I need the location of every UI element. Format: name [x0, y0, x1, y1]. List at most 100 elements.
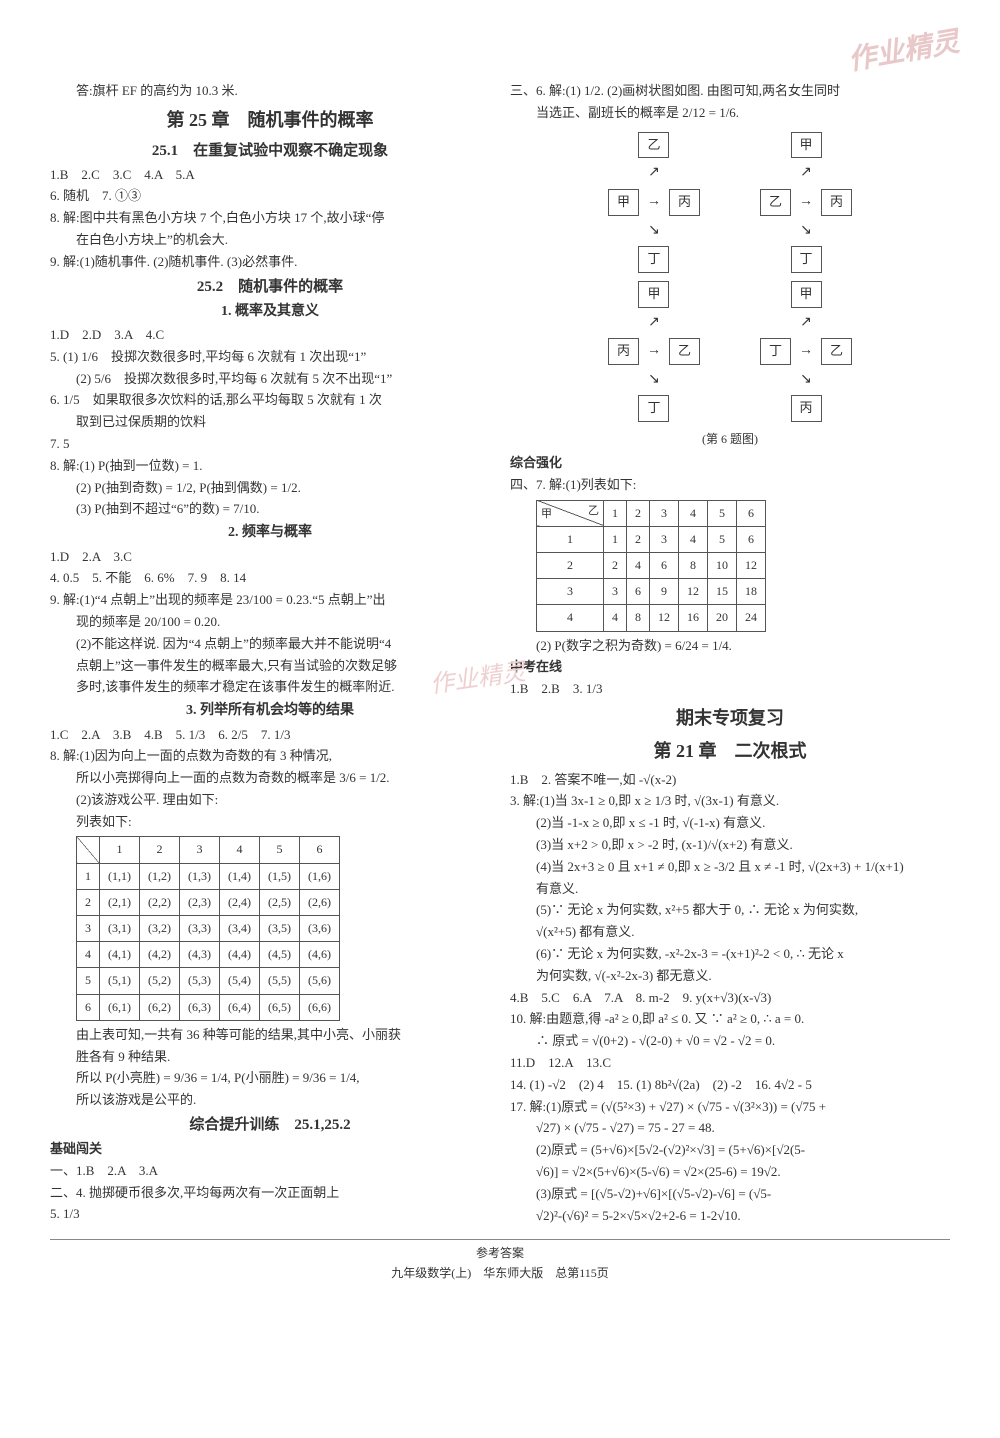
- tree-node: 甲: [791, 281, 822, 308]
- text-line: 17. 解:(1)原式 = (√(5²×3) + √27) × (√75 - √…: [510, 1097, 950, 1118]
- table-cell: 3: [604, 579, 627, 605]
- two-column-layout: 答:旗杆 EF 的高约为 10.3 米. 第 25 章 随机事件的概率 25.1…: [50, 80, 950, 1227]
- text-line: √2)²-(√6)² = 5-2×√5×√2+2-6 = 1-2√10.: [510, 1206, 950, 1227]
- answer-line: 11.D 12.A 13.C: [510, 1053, 950, 1074]
- page-footer: 参考答案 九年级数学(上) 华东师大版 总第115页: [50, 1239, 950, 1282]
- footer-title: 参考答案: [50, 1244, 950, 1263]
- table-cell: 12: [650, 605, 679, 631]
- table-header-cell: 4: [679, 500, 708, 526]
- table-cell: 2: [77, 889, 100, 915]
- text-line: (6)∵ 无论 x 为何实数, -x²-2x-3 = -(x+1)²-2 < 0…: [510, 944, 950, 965]
- text-line: 10. 解:由题意,得 -a² ≥ 0,即 a² ≤ 0. 又 ∵ a² ≥ 0…: [510, 1009, 950, 1030]
- table-cell: 15: [708, 579, 737, 605]
- table-cell: (5,1): [100, 968, 140, 994]
- tree-node: 丁: [638, 246, 669, 273]
- table-header-cell: 2: [627, 500, 650, 526]
- table-cell: 6: [737, 526, 766, 552]
- product-table: 乙甲12345611234562246810123369121518448121…: [536, 500, 766, 632]
- answer-line: 4. 0.5 5. 不能 6. 6% 7. 9 8. 14: [50, 568, 490, 589]
- tree-node: 甲: [638, 281, 669, 308]
- text-line: 5. 1/3: [50, 1204, 490, 1225]
- table-cell: (2,1): [100, 889, 140, 915]
- answer-line: 一、1.B 2.A 3.A: [50, 1161, 490, 1182]
- table-cell: (1,4): [220, 863, 260, 889]
- text-line: (5)∵ 无论 x 为何实数, x²+5 都大于 0, ∴ 无论 x 为何实数,: [510, 900, 950, 921]
- tree-diagram: 乙 ↗ 甲→丙 ↘ 丁 甲 ↗ 乙→丙 ↘ 丁: [510, 132, 950, 422]
- table-cell: 8: [679, 553, 708, 579]
- tree-node: 乙: [821, 338, 852, 365]
- chapter-heading: 第 25 章 随机事件的概率: [50, 106, 490, 135]
- text-line: 胜各有 9 种结果.: [50, 1047, 490, 1068]
- text-line: 1.B 2. 答案不唯一,如 -√(x-2): [510, 770, 950, 791]
- category-label: 中考在线: [510, 657, 950, 678]
- text-line: 点朝上”这一事件发生的概率最大,只有当试验的次数足够: [50, 656, 490, 677]
- table-cell: (5,2): [140, 968, 180, 994]
- table-cell: (2,6): [300, 889, 340, 915]
- table-cell: 4: [679, 526, 708, 552]
- table-cell: 16: [679, 605, 708, 631]
- text-line: (4)当 2x+3 ≥ 0 且 x+1 ≠ 0,即 x ≥ -3/2 且 x ≠…: [510, 857, 950, 878]
- table-cell: (5,5): [260, 968, 300, 994]
- text-line: √6)] = √2×(5+√6)×(5-√6) = √2×(25-6) = 19…: [510, 1162, 950, 1183]
- table-cell: 2: [537, 553, 604, 579]
- answer-line: 1.D 2.A 3.C: [50, 547, 490, 568]
- table-cell: (2,4): [220, 889, 260, 915]
- table-header-cell: 1: [100, 837, 140, 863]
- answer-line: 1.D 2.D 3.A 4.C: [50, 325, 490, 346]
- text-line: 答:旗杆 EF 的高约为 10.3 米.: [50, 81, 490, 102]
- tree-node: 乙: [638, 132, 669, 159]
- text-line: 5. (1) 1/6 投掷次数很多时,平均每 6 次就有 1 次出现“1”: [50, 347, 490, 368]
- table-cell: 6: [650, 553, 679, 579]
- text-line: (2) 5/6 投掷次数很多时,平均每 6 次就有 5 次不出现“1”: [50, 369, 490, 390]
- answer-line: 6. 随机 7. ①③: [50, 186, 490, 207]
- table-cell: 3: [77, 916, 100, 942]
- table-cell: 2: [604, 553, 627, 579]
- table-cell: (5,6): [300, 968, 340, 994]
- table-cell: (2,5): [260, 889, 300, 915]
- text-line: 当选正、副班长的概率是 2/12 = 1/6.: [510, 103, 950, 124]
- table-cell: 4: [537, 605, 604, 631]
- tree-node: 乙: [760, 189, 791, 216]
- text-line: 在白色小方块上”的机会大.: [50, 230, 490, 251]
- table-header-cell: 5: [260, 837, 300, 863]
- table-header-cell: 6: [300, 837, 340, 863]
- tree-node: 甲: [791, 132, 822, 159]
- page: 作业精灵 作业精灵 答:旗杆 EF 的高约为 10.3 米. 第 25 章 随机…: [0, 0, 1000, 1438]
- text-line: ∴ 原式 = √(0+2) - √(2-0) + √0 = √2 - √2 = …: [510, 1031, 950, 1052]
- text-line: 9. 解:(1)随机事件. (2)随机事件. (3)必然事件.: [50, 252, 490, 273]
- text-line: 9. 解:(1)“4 点朝上”出现的频率是 23/100 = 0.23.“5 点…: [50, 590, 490, 611]
- tree-node: 乙: [669, 338, 700, 365]
- text-line: 3. 解:(1)当 3x-1 ≥ 0,即 x ≥ 1/3 时, √(3x-1) …: [510, 791, 950, 812]
- table-cell: (6,3): [180, 994, 220, 1020]
- table-cell: 2: [627, 526, 650, 552]
- table-cell: (3,1): [100, 916, 140, 942]
- table-cell: 12: [679, 579, 708, 605]
- chapter-heading: 期末专项复习: [510, 704, 950, 733]
- tree-node: 丙: [608, 338, 639, 365]
- table-cell: 3: [537, 579, 604, 605]
- table-cell: (3,5): [260, 916, 300, 942]
- text-line: (3) P(抽到不超过“6”的数) = 7/10.: [50, 499, 490, 520]
- table-cell: (2,3): [180, 889, 220, 915]
- answer-line: 14. (1) -√2 (2) 4 15. (1) 8b²√(2a) (2) -…: [510, 1075, 950, 1096]
- table-cell: 1: [77, 863, 100, 889]
- table-cell: (1,1): [100, 863, 140, 889]
- table-cell: (6,4): [220, 994, 260, 1020]
- tree-node: 丁: [638, 395, 669, 422]
- table-cell: (4,5): [260, 942, 300, 968]
- text-line: 8. 解:(1) P(抽到一位数) = 1.: [50, 456, 490, 477]
- answer-line: 1.B 2.C 3.C 4.A 5.A: [50, 165, 490, 186]
- table-cell: (2,2): [140, 889, 180, 915]
- table-cell: 20: [708, 605, 737, 631]
- section-heading: 25.1 在重复试验中观察不确定现象: [50, 139, 490, 163]
- table-header-cell: 3: [180, 837, 220, 863]
- table-cell: (1,6): [300, 863, 340, 889]
- answer-line: 1.C 2.A 3.B 4.B 5. 1/3 6. 2/5 7. 1/3: [50, 725, 490, 746]
- text-line: 7. 5: [50, 434, 490, 455]
- table-cell: (6,5): [260, 994, 300, 1020]
- tree-node: 丙: [669, 189, 700, 216]
- table-cell: (5,3): [180, 968, 220, 994]
- tree-node: 丙: [791, 395, 822, 422]
- table-cell: (6,2): [140, 994, 180, 1020]
- table-cell: (1,2): [140, 863, 180, 889]
